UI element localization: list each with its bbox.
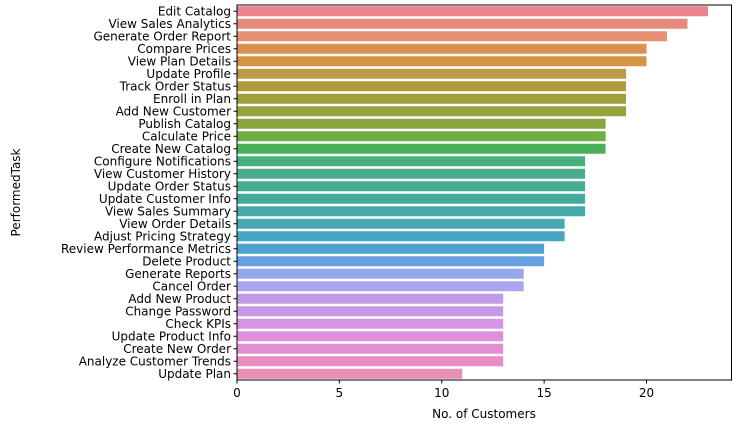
y-tick-label: Analyze Customer Trends xyxy=(79,354,231,368)
bar xyxy=(237,18,688,29)
bar xyxy=(237,81,627,92)
y-tick-label: View Plan Details xyxy=(128,54,231,68)
bar xyxy=(237,193,586,204)
x-tick-label: 20 xyxy=(639,386,654,400)
bar xyxy=(237,281,524,292)
bar xyxy=(237,293,504,304)
y-tick-label: Add New Customer xyxy=(116,104,231,118)
x-tick-label: 0 xyxy=(233,386,241,400)
y-tick-label: View Customer History xyxy=(94,167,231,181)
bar xyxy=(237,43,647,54)
bar xyxy=(237,343,504,354)
x-tick-label: 15 xyxy=(537,386,552,400)
bar xyxy=(237,93,627,104)
y-tick-label: View Order Details xyxy=(119,217,231,231)
y-tick-label: Adjust Pricing Strategy xyxy=(94,229,231,243)
y-tick-label: Create New Catalog xyxy=(111,142,231,156)
bar xyxy=(237,206,586,217)
y-tick-label: Enroll in Plan xyxy=(153,92,231,106)
y-tick-label: View Sales Analytics xyxy=(108,17,231,31)
y-tick-label: Cancel Order xyxy=(152,279,231,293)
x-axis-title: No. of Customers xyxy=(432,407,536,421)
y-tick-label: Compare Prices xyxy=(137,42,231,56)
bar xyxy=(237,331,504,342)
bar xyxy=(237,231,565,242)
bar xyxy=(237,318,504,329)
y-tick-label: Check KPIs xyxy=(165,317,231,331)
y-tick-label: Delete Product xyxy=(142,254,231,268)
y-tick-label: Change Password xyxy=(125,304,231,318)
y-tick-label: Update Order Status xyxy=(108,179,231,193)
bar xyxy=(237,106,627,117)
y-tick-label: Publish Catalog xyxy=(138,117,231,131)
y-tick-label: Update Profile xyxy=(146,67,231,81)
bar xyxy=(237,156,586,167)
bar xyxy=(237,218,565,229)
bar xyxy=(237,268,524,279)
y-tick-label: Edit Catalog xyxy=(158,4,231,18)
bar xyxy=(237,143,606,154)
y-tick-label: Generate Reports xyxy=(125,267,231,281)
plot-frame xyxy=(236,4,732,381)
y-tick-label: Update Customer Info xyxy=(99,192,231,206)
x-ticks: 0 5 10 15 20 xyxy=(233,380,654,400)
bar xyxy=(237,168,586,179)
bar xyxy=(237,256,545,267)
bar xyxy=(237,118,606,129)
y-tick-label: Review Performance Metrics xyxy=(61,242,231,256)
y-tick-label: Track Order Status xyxy=(119,79,231,93)
y-tick-label: Configure Notifications xyxy=(94,154,231,168)
y-tick-label: View Sales Summary xyxy=(105,204,231,218)
x-tick-label: 10 xyxy=(434,386,449,400)
y-tick-label: Calculate Price xyxy=(142,129,231,143)
bar xyxy=(237,131,606,142)
bar xyxy=(237,68,627,79)
y-axis-title: PerformedTask xyxy=(9,148,23,236)
y-tick-label: Update Plan xyxy=(158,367,231,381)
bar xyxy=(237,368,463,379)
bar xyxy=(237,181,586,192)
bar xyxy=(237,356,504,367)
bar xyxy=(237,243,545,254)
bar xyxy=(237,6,708,17)
y-tick-label: Update Product Info xyxy=(112,329,231,343)
bar xyxy=(237,56,647,67)
y-tick-label: Generate Order Report xyxy=(93,29,231,43)
bars-group xyxy=(237,6,708,379)
y-tick-label: Add New Product xyxy=(128,292,231,306)
x-tick-label: 5 xyxy=(336,386,344,400)
bar xyxy=(237,31,667,42)
y-tick-label: Create New Order xyxy=(123,342,231,356)
bar xyxy=(237,306,504,317)
